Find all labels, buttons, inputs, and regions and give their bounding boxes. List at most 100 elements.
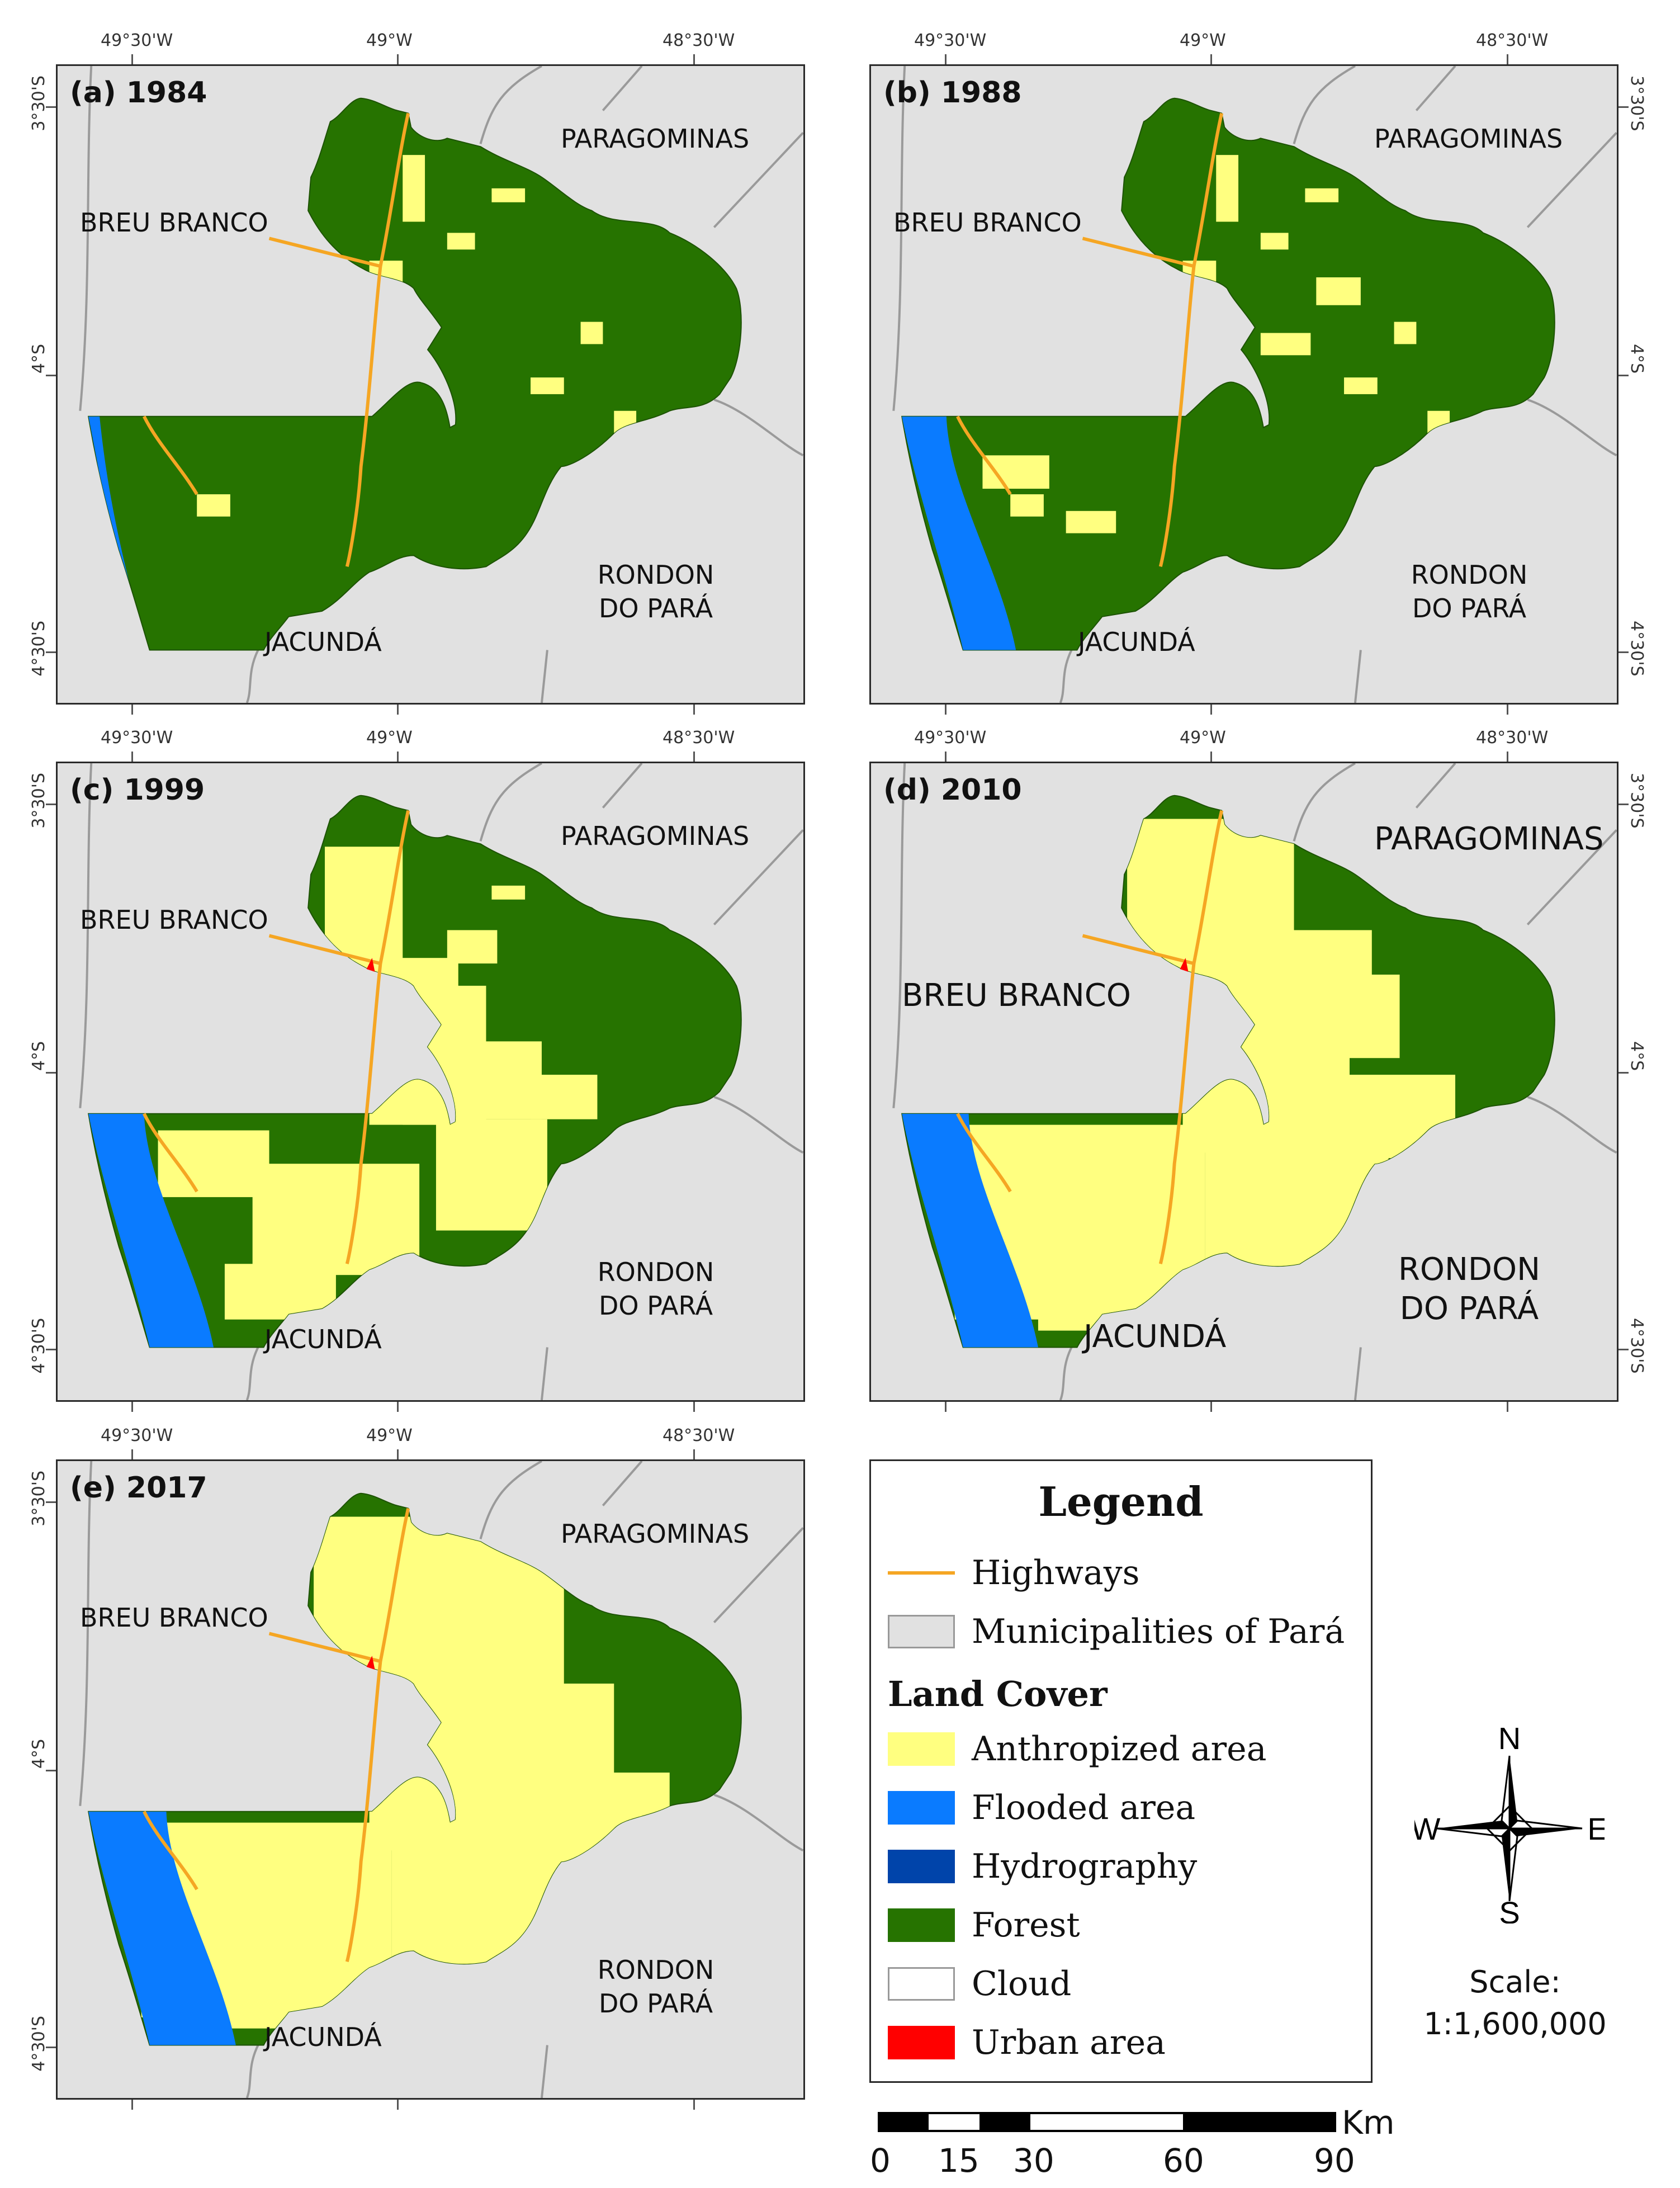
lon-tick [693, 2100, 695, 2110]
legend-label: Hydrography [972, 1847, 1198, 1886]
flooded-area [902, 1113, 1038, 1348]
lon-tick [693, 1402, 695, 1412]
lat-tick [1619, 651, 1629, 653]
lon-tick [945, 1402, 947, 1412]
lon-tick [1210, 1402, 1212, 1412]
highway-line [143, 810, 410, 1265]
lat-label: 4°S [29, 1739, 49, 1769]
lon-tick [1507, 752, 1508, 762]
anthropized-patch [403, 985, 486, 1125]
lat-label: 4°S [29, 344, 49, 374]
hydrography-swatch [888, 1850, 955, 1883]
lon-label: 49°W [1180, 728, 1226, 748]
label-breu-branco: BREU BRANCO [80, 207, 268, 238]
anthropized-patch [1066, 511, 1116, 533]
label-paragominas: PARAGOMINAS [561, 124, 750, 154]
urban-area [1180, 958, 1189, 972]
lon-tick [693, 54, 695, 64]
label-paragominas: PARAGOMINAS [561, 821, 750, 851]
compass-s: S [1499, 1895, 1520, 1924]
compass-n: N [1498, 1728, 1521, 1756]
scale-ratio: 1:1,600,000 [1423, 2006, 1607, 2041]
legend-item-forest: Forest [888, 1906, 1080, 1945]
lat-label: 4°S [1627, 344, 1646, 374]
lon-tick [131, 1449, 133, 1459]
anthropized-patch [531, 377, 564, 394]
highway-line [956, 112, 1224, 568]
lat-tick [46, 375, 56, 376]
lon-label: 49°W [1180, 31, 1226, 50]
lat-tick [1619, 375, 1629, 376]
map-panel-0: (a) 1984 PARAGOMINAS BREU BRANCO RONDON DO P… [56, 64, 805, 705]
lat-label: 4°30'S [29, 621, 49, 677]
lon-tick [945, 54, 947, 64]
land-cover-map [79, 66, 803, 703]
anthropized-patch [224, 1264, 336, 1320]
land-cover-title: Land Cover [888, 1674, 1108, 1714]
lat-tick [1619, 1072, 1629, 1074]
lon-label: 48°30'W [1476, 728, 1549, 748]
lat-label: 3°30'S [1627, 773, 1646, 829]
anthropized-patch [447, 233, 475, 250]
legend-label: Urban area [972, 2023, 1166, 2062]
lon-label: 49°W [366, 1426, 413, 1445]
lon-tick [945, 752, 947, 762]
scale-bar [878, 2112, 1336, 2132]
lat-label: 4°S [29, 1041, 49, 1071]
anthropized-patch [252, 1164, 420, 1275]
legend-title: Legend [1038, 1478, 1204, 1525]
compass-rose-icon: N S E W [1414, 1728, 1605, 1924]
scale-tick-30: 30 [1013, 2142, 1054, 2180]
anthropized-patch [982, 455, 1049, 489]
lat-label: 3°30'S [29, 1471, 49, 1527]
lat-tick [46, 106, 56, 108]
anthropized-patch [403, 155, 425, 222]
label-breu-branco: BREU BRANCO [902, 977, 1131, 1014]
label-jacunda: JACUNDÁ [264, 2022, 382, 2052]
lon-tick [1507, 1402, 1508, 1412]
lon-tick [1507, 54, 1508, 64]
flooded-area [88, 1113, 214, 1348]
label-rondon: RONDON [1411, 560, 1528, 590]
anthropized-patch [324, 847, 403, 1003]
legend-label: Anthropized area [972, 1729, 1267, 1769]
anthropized-patch [224, 1962, 392, 2029]
label-paragominas: PARAGOMINAS [561, 1519, 750, 1549]
label-do-para: DO PARÁ [598, 1988, 713, 2019]
lon-tick [397, 2100, 399, 2110]
highway-line-icon [888, 1571, 955, 1575]
highway-line [143, 112, 410, 568]
lat-tick [1619, 106, 1629, 108]
anthropized-patch [369, 261, 403, 305]
label-breu-branco: BREU BRANCO [80, 1603, 268, 1633]
lon-tick [1210, 54, 1212, 64]
land-cover-map [892, 763, 1617, 1400]
lon-tick [693, 1449, 695, 1459]
anthropized-patch [1344, 1075, 1456, 1159]
lon-label: 48°30'W [662, 1426, 735, 1445]
forest-swatch [888, 1908, 955, 1942]
lat-label: 3°30'S [29, 773, 49, 829]
lat-label: 4°30'S [29, 2016, 49, 2072]
lat-tick [1619, 1349, 1629, 1350]
scale-tick-0: 0 [870, 2142, 891, 2180]
label-breu-branco: BREU BRANCO [80, 905, 268, 935]
anthropized-patch [558, 1794, 642, 1851]
scale-tick-90: 90 [1314, 2142, 1355, 2180]
panel-label: (a) 1984 [70, 76, 207, 110]
anthropized-swatch [888, 1732, 955, 1766]
legend-label: Cloud [972, 1964, 1072, 2003]
lon-label: 49°30'W [101, 728, 173, 748]
label-do-para: DO PARÁ [598, 593, 713, 623]
scale-unit: Km [1342, 2104, 1395, 2142]
lon-tick [131, 752, 133, 762]
lon-tick [397, 54, 399, 64]
label-paragominas: PARAGOMINAS [1374, 124, 1563, 154]
label-do-para: DO PARÁ [598, 1291, 713, 1321]
label-rondon: RONDON [1398, 1251, 1540, 1288]
lon-tick [131, 2100, 133, 2110]
legend-label: Flooded area [972, 1788, 1196, 1827]
legend-item-hydrography: Hydrography [888, 1847, 1197, 1886]
lat-tick [1619, 804, 1629, 805]
lat-tick [46, 651, 56, 653]
